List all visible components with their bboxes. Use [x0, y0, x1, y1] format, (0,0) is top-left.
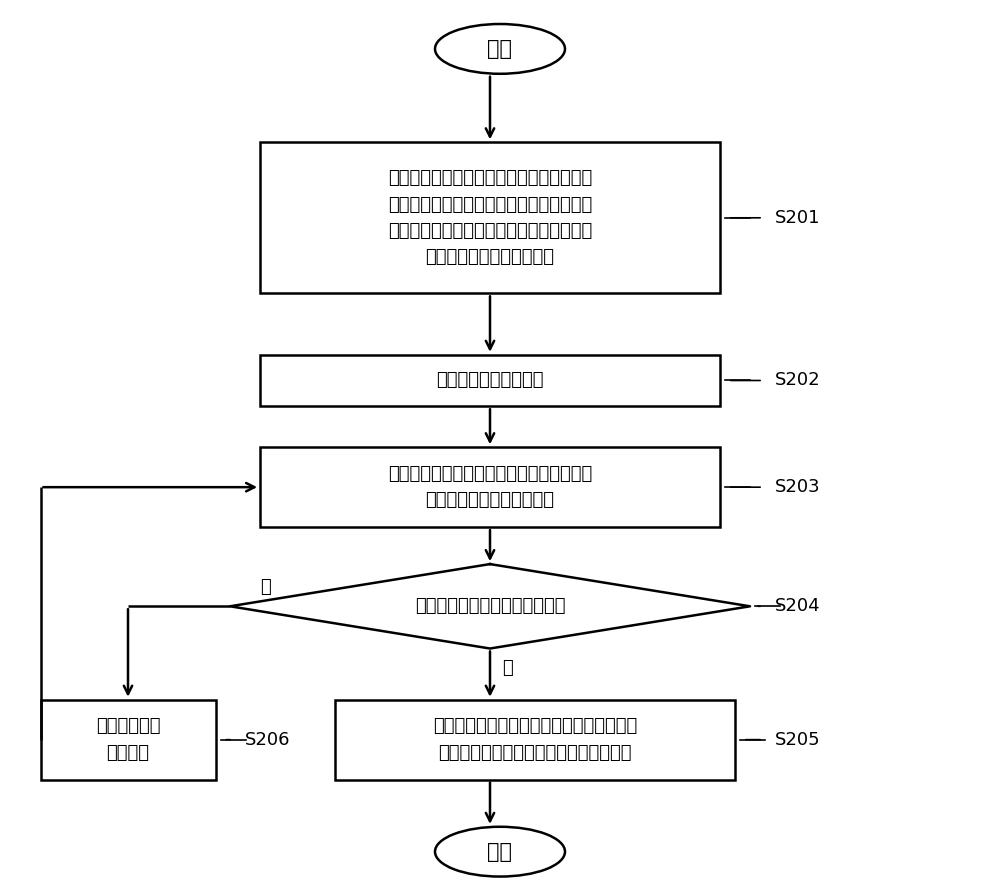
Text: S203: S203 — [775, 478, 821, 496]
Text: S202: S202 — [775, 372, 821, 389]
Text: 对父代种群进行交叉运算和变异运算中的至
少一种运算，得到子代种群: 对父代种群进行交叉运算和变异运算中的至 少一种运算，得到子代种群 — [388, 465, 592, 509]
Bar — [335, 700, 735, 780]
Bar — [41, 700, 216, 780]
Ellipse shape — [435, 827, 565, 877]
Text: 以初始种群为父代种群: 以初始种群为父代种群 — [436, 372, 544, 389]
Text: 以分时段电动汽车充放电功率设置方案为个
体，以单位时段的电动汽车充放电功率为基
因，以网损为适应度，基于电动汽车充放功
率限制范围，生成初始种群: 以分时段电动汽车充放电功率设置方案为个 体，以单位时段的电动汽车充放电功率为基 … — [388, 169, 592, 267]
Bar — [260, 355, 720, 406]
Text: S204: S204 — [775, 597, 821, 615]
Text: S205: S205 — [775, 731, 821, 749]
Text: 是: 是 — [502, 659, 513, 677]
Text: 以子代种群为
父代种群: 以子代种群为 父代种群 — [96, 717, 160, 762]
Text: 结束: 结束 — [488, 842, 512, 861]
Ellipse shape — [435, 24, 565, 74]
Bar — [260, 142, 720, 293]
Polygon shape — [230, 564, 750, 649]
Text: S206: S206 — [245, 731, 290, 749]
Text: 否: 否 — [260, 578, 271, 596]
Text: 开始: 开始 — [488, 39, 512, 59]
Text: S201: S201 — [775, 209, 820, 227]
Bar — [260, 447, 720, 527]
Text: 输出子代种群对应的分时段电动汽车充放电
功率设置方案以及子代种群对应的总网损: 输出子代种群对应的分时段电动汽车充放电 功率设置方案以及子代种群对应的总网损 — [433, 717, 637, 762]
Text: 判断子代种群是否满足收敛条件: 判断子代种群是否满足收敛条件 — [415, 597, 565, 615]
